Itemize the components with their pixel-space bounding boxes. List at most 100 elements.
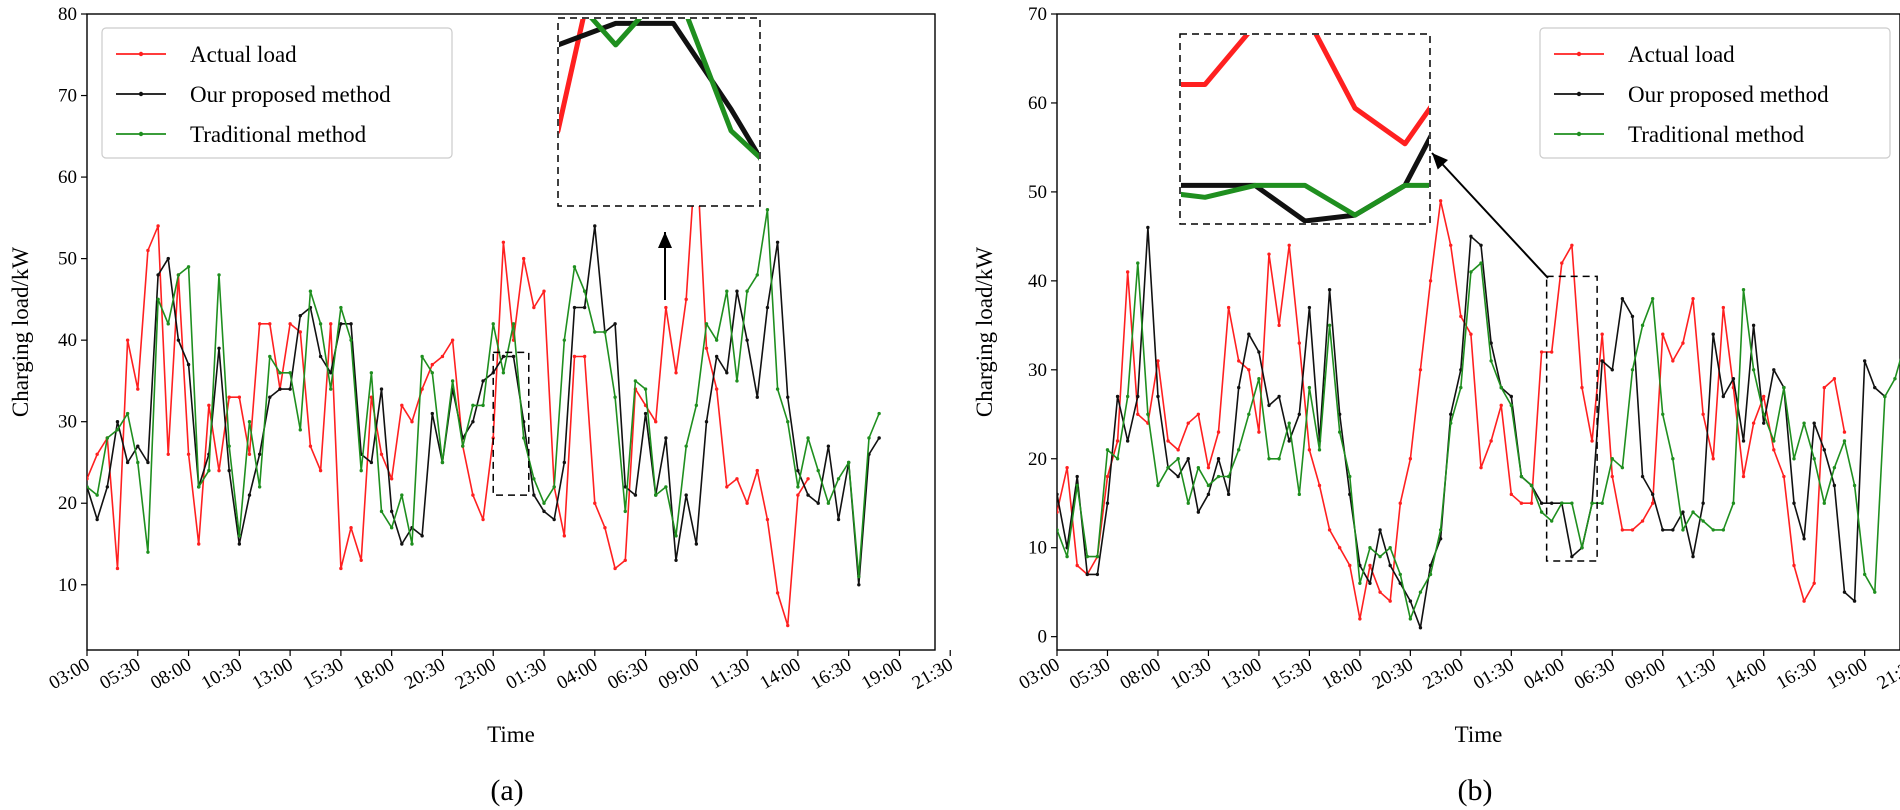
data-point bbox=[1751, 421, 1756, 425]
data-point bbox=[1226, 305, 1231, 310]
data-point bbox=[796, 468, 800, 473]
data-point bbox=[1438, 199, 1443, 203]
data-point bbox=[806, 493, 810, 497]
data-point bbox=[156, 224, 160, 228]
data-point bbox=[268, 322, 272, 326]
data-point bbox=[582, 289, 587, 293]
data-point bbox=[1812, 421, 1816, 425]
data-point bbox=[339, 566, 343, 571]
data-point bbox=[735, 477, 739, 481]
data-point bbox=[1620, 296, 1625, 301]
data-point bbox=[521, 256, 526, 261]
data-point bbox=[694, 542, 699, 546]
data-point bbox=[1247, 332, 1251, 336]
y-tick-label: 70 bbox=[1028, 4, 1047, 25]
data-point bbox=[1852, 483, 1857, 488]
x-tick-label: 01:30 bbox=[503, 654, 551, 694]
data-point bbox=[257, 485, 262, 489]
data-point bbox=[877, 411, 881, 416]
data-point bbox=[1438, 537, 1443, 541]
data-point bbox=[1661, 412, 1665, 416]
data-point bbox=[1499, 403, 1503, 408]
data-point bbox=[1539, 510, 1544, 514]
data-point bbox=[1418, 368, 1423, 372]
data-point bbox=[654, 493, 658, 497]
data-point bbox=[400, 403, 404, 408]
data-point bbox=[420, 387, 424, 391]
data-point bbox=[1358, 581, 1362, 585]
data-point bbox=[1408, 599, 1413, 603]
data-point bbox=[288, 371, 292, 375]
data-point bbox=[288, 387, 292, 391]
data-point bbox=[1661, 332, 1665, 336]
data-point bbox=[674, 371, 678, 375]
y-tick-label: 0 bbox=[1038, 627, 1048, 648]
data-point bbox=[857, 574, 861, 579]
data-point bbox=[1751, 323, 1756, 328]
data-point bbox=[1277, 323, 1281, 328]
data-point bbox=[1489, 359, 1493, 363]
data-point bbox=[1549, 350, 1554, 354]
data-point bbox=[1762, 394, 1766, 399]
data-point bbox=[1136, 412, 1140, 416]
data-point bbox=[562, 460, 567, 465]
data-point bbox=[1539, 501, 1544, 505]
legend-marker bbox=[138, 91, 144, 97]
data-point bbox=[1580, 385, 1584, 390]
data-point bbox=[1681, 528, 1685, 532]
data-point bbox=[1287, 243, 1291, 247]
data-point bbox=[156, 273, 160, 277]
series-line bbox=[87, 208, 880, 578]
data-point bbox=[1428, 279, 1433, 283]
data-point bbox=[1489, 439, 1493, 443]
data-point bbox=[186, 362, 191, 367]
data-point bbox=[643, 411, 648, 416]
data-point bbox=[765, 207, 770, 212]
data-point bbox=[1610, 368, 1614, 372]
x-tick-label: 11:30 bbox=[706, 654, 753, 693]
data-point bbox=[369, 460, 374, 465]
data-point bbox=[582, 305, 587, 310]
data-point bbox=[1216, 474, 1221, 479]
data-point bbox=[562, 534, 567, 538]
data-point bbox=[1772, 439, 1776, 443]
data-point bbox=[1125, 439, 1130, 443]
x-tick-label: 13:00 bbox=[249, 654, 297, 694]
data-point bbox=[745, 501, 749, 505]
data-point bbox=[95, 452, 99, 457]
zoom-region-box bbox=[492, 351, 530, 496]
data-point bbox=[1226, 492, 1231, 497]
data-point bbox=[1136, 261, 1140, 265]
legend-box bbox=[101, 27, 453, 159]
data-point bbox=[1721, 528, 1726, 532]
data-point bbox=[349, 322, 353, 326]
data-point bbox=[1590, 439, 1594, 443]
x-axis-label: Time bbox=[1455, 722, 1503, 747]
data-point bbox=[1509, 403, 1514, 408]
data-point bbox=[1741, 288, 1746, 292]
data-point bbox=[1206, 483, 1211, 488]
data-point bbox=[450, 379, 455, 383]
data-point bbox=[796, 493, 800, 497]
data-point bbox=[349, 338, 353, 342]
data-point bbox=[1297, 492, 1301, 497]
data-point bbox=[1529, 483, 1534, 488]
data-point bbox=[745, 289, 749, 293]
data-point bbox=[1751, 368, 1756, 372]
data-point bbox=[329, 371, 333, 375]
data-point bbox=[1782, 385, 1786, 390]
legend-marker bbox=[138, 51, 144, 57]
data-point bbox=[1661, 528, 1665, 532]
legend-box bbox=[1539, 27, 1891, 159]
data-point bbox=[379, 387, 384, 391]
data-point bbox=[1691, 296, 1695, 301]
data-point bbox=[471, 419, 475, 424]
data-point bbox=[1590, 501, 1594, 505]
data-point bbox=[1893, 376, 1897, 381]
data-point bbox=[1792, 501, 1796, 505]
data-point bbox=[268, 395, 272, 399]
data-point bbox=[288, 322, 292, 326]
data-point bbox=[237, 395, 242, 399]
data-point bbox=[247, 452, 252, 457]
data-point bbox=[1620, 528, 1625, 532]
